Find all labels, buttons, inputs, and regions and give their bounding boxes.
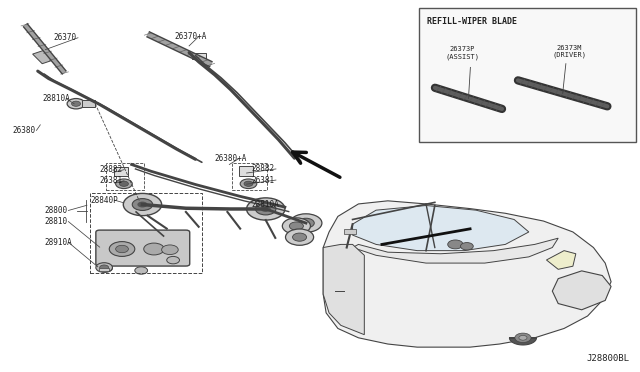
Circle shape	[289, 222, 303, 230]
Bar	[106, 163, 145, 190]
Circle shape	[144, 243, 164, 255]
Bar	[344, 230, 356, 234]
Text: 28882: 28882	[100, 165, 123, 174]
Circle shape	[109, 241, 135, 256]
Circle shape	[116, 245, 129, 253]
Circle shape	[255, 203, 276, 215]
Bar	[99, 268, 109, 271]
Text: J28800BL: J28800BL	[587, 354, 630, 363]
Polygon shape	[547, 251, 576, 269]
Circle shape	[138, 202, 148, 208]
Circle shape	[240, 179, 257, 189]
Circle shape	[96, 263, 113, 272]
Circle shape	[100, 265, 109, 270]
Polygon shape	[509, 338, 536, 345]
Circle shape	[135, 267, 148, 274]
Text: 26370+A: 26370+A	[174, 32, 207, 41]
Bar	[33, 50, 53, 64]
Text: 26373M
(DRIVER): 26373M (DRIVER)	[552, 45, 586, 58]
Circle shape	[290, 214, 322, 232]
Polygon shape	[323, 201, 611, 347]
Circle shape	[461, 243, 473, 250]
Polygon shape	[353, 238, 558, 263]
Text: 28810A: 28810A	[42, 94, 70, 103]
Text: 26380: 26380	[12, 126, 35, 135]
Text: 26380+A: 26380+A	[214, 154, 247, 163]
Text: 28800: 28800	[44, 206, 67, 215]
Bar	[239, 166, 253, 176]
Circle shape	[519, 336, 527, 340]
Circle shape	[100, 264, 113, 272]
Polygon shape	[353, 205, 529, 251]
Circle shape	[72, 101, 81, 106]
Circle shape	[67, 99, 85, 109]
Circle shape	[246, 198, 285, 220]
Circle shape	[448, 240, 463, 249]
Circle shape	[116, 179, 132, 189]
Bar	[90, 193, 202, 273]
Text: 26381: 26381	[100, 176, 123, 185]
Circle shape	[298, 218, 314, 228]
Circle shape	[244, 181, 253, 186]
Text: 28882: 28882	[252, 164, 275, 173]
Bar	[191, 53, 205, 59]
Circle shape	[515, 333, 531, 343]
Bar	[83, 100, 95, 107]
Circle shape	[162, 245, 178, 254]
Bar	[115, 167, 129, 176]
Circle shape	[292, 233, 307, 241]
Circle shape	[285, 229, 314, 245]
Circle shape	[167, 256, 179, 264]
FancyBboxPatch shape	[96, 230, 189, 266]
Bar	[419, 8, 636, 141]
Circle shape	[124, 193, 162, 216]
Bar	[232, 163, 267, 190]
Text: 26370: 26370	[54, 33, 77, 42]
Text: 26381: 26381	[252, 176, 275, 185]
Polygon shape	[552, 271, 611, 310]
Circle shape	[120, 181, 129, 186]
Text: 28810: 28810	[44, 217, 67, 226]
Polygon shape	[323, 244, 364, 335]
Circle shape	[282, 218, 310, 234]
Circle shape	[132, 199, 153, 211]
Text: 28840P: 28840P	[90, 196, 118, 205]
Text: 28910A: 28910A	[44, 238, 72, 247]
Text: REFILL-WIPER BLADE: REFILL-WIPER BLADE	[427, 17, 516, 26]
Text: 28810A: 28810A	[252, 200, 280, 209]
Text: 26373P
(ASSIST): 26373P (ASSIST)	[445, 46, 479, 60]
Circle shape	[260, 206, 271, 212]
